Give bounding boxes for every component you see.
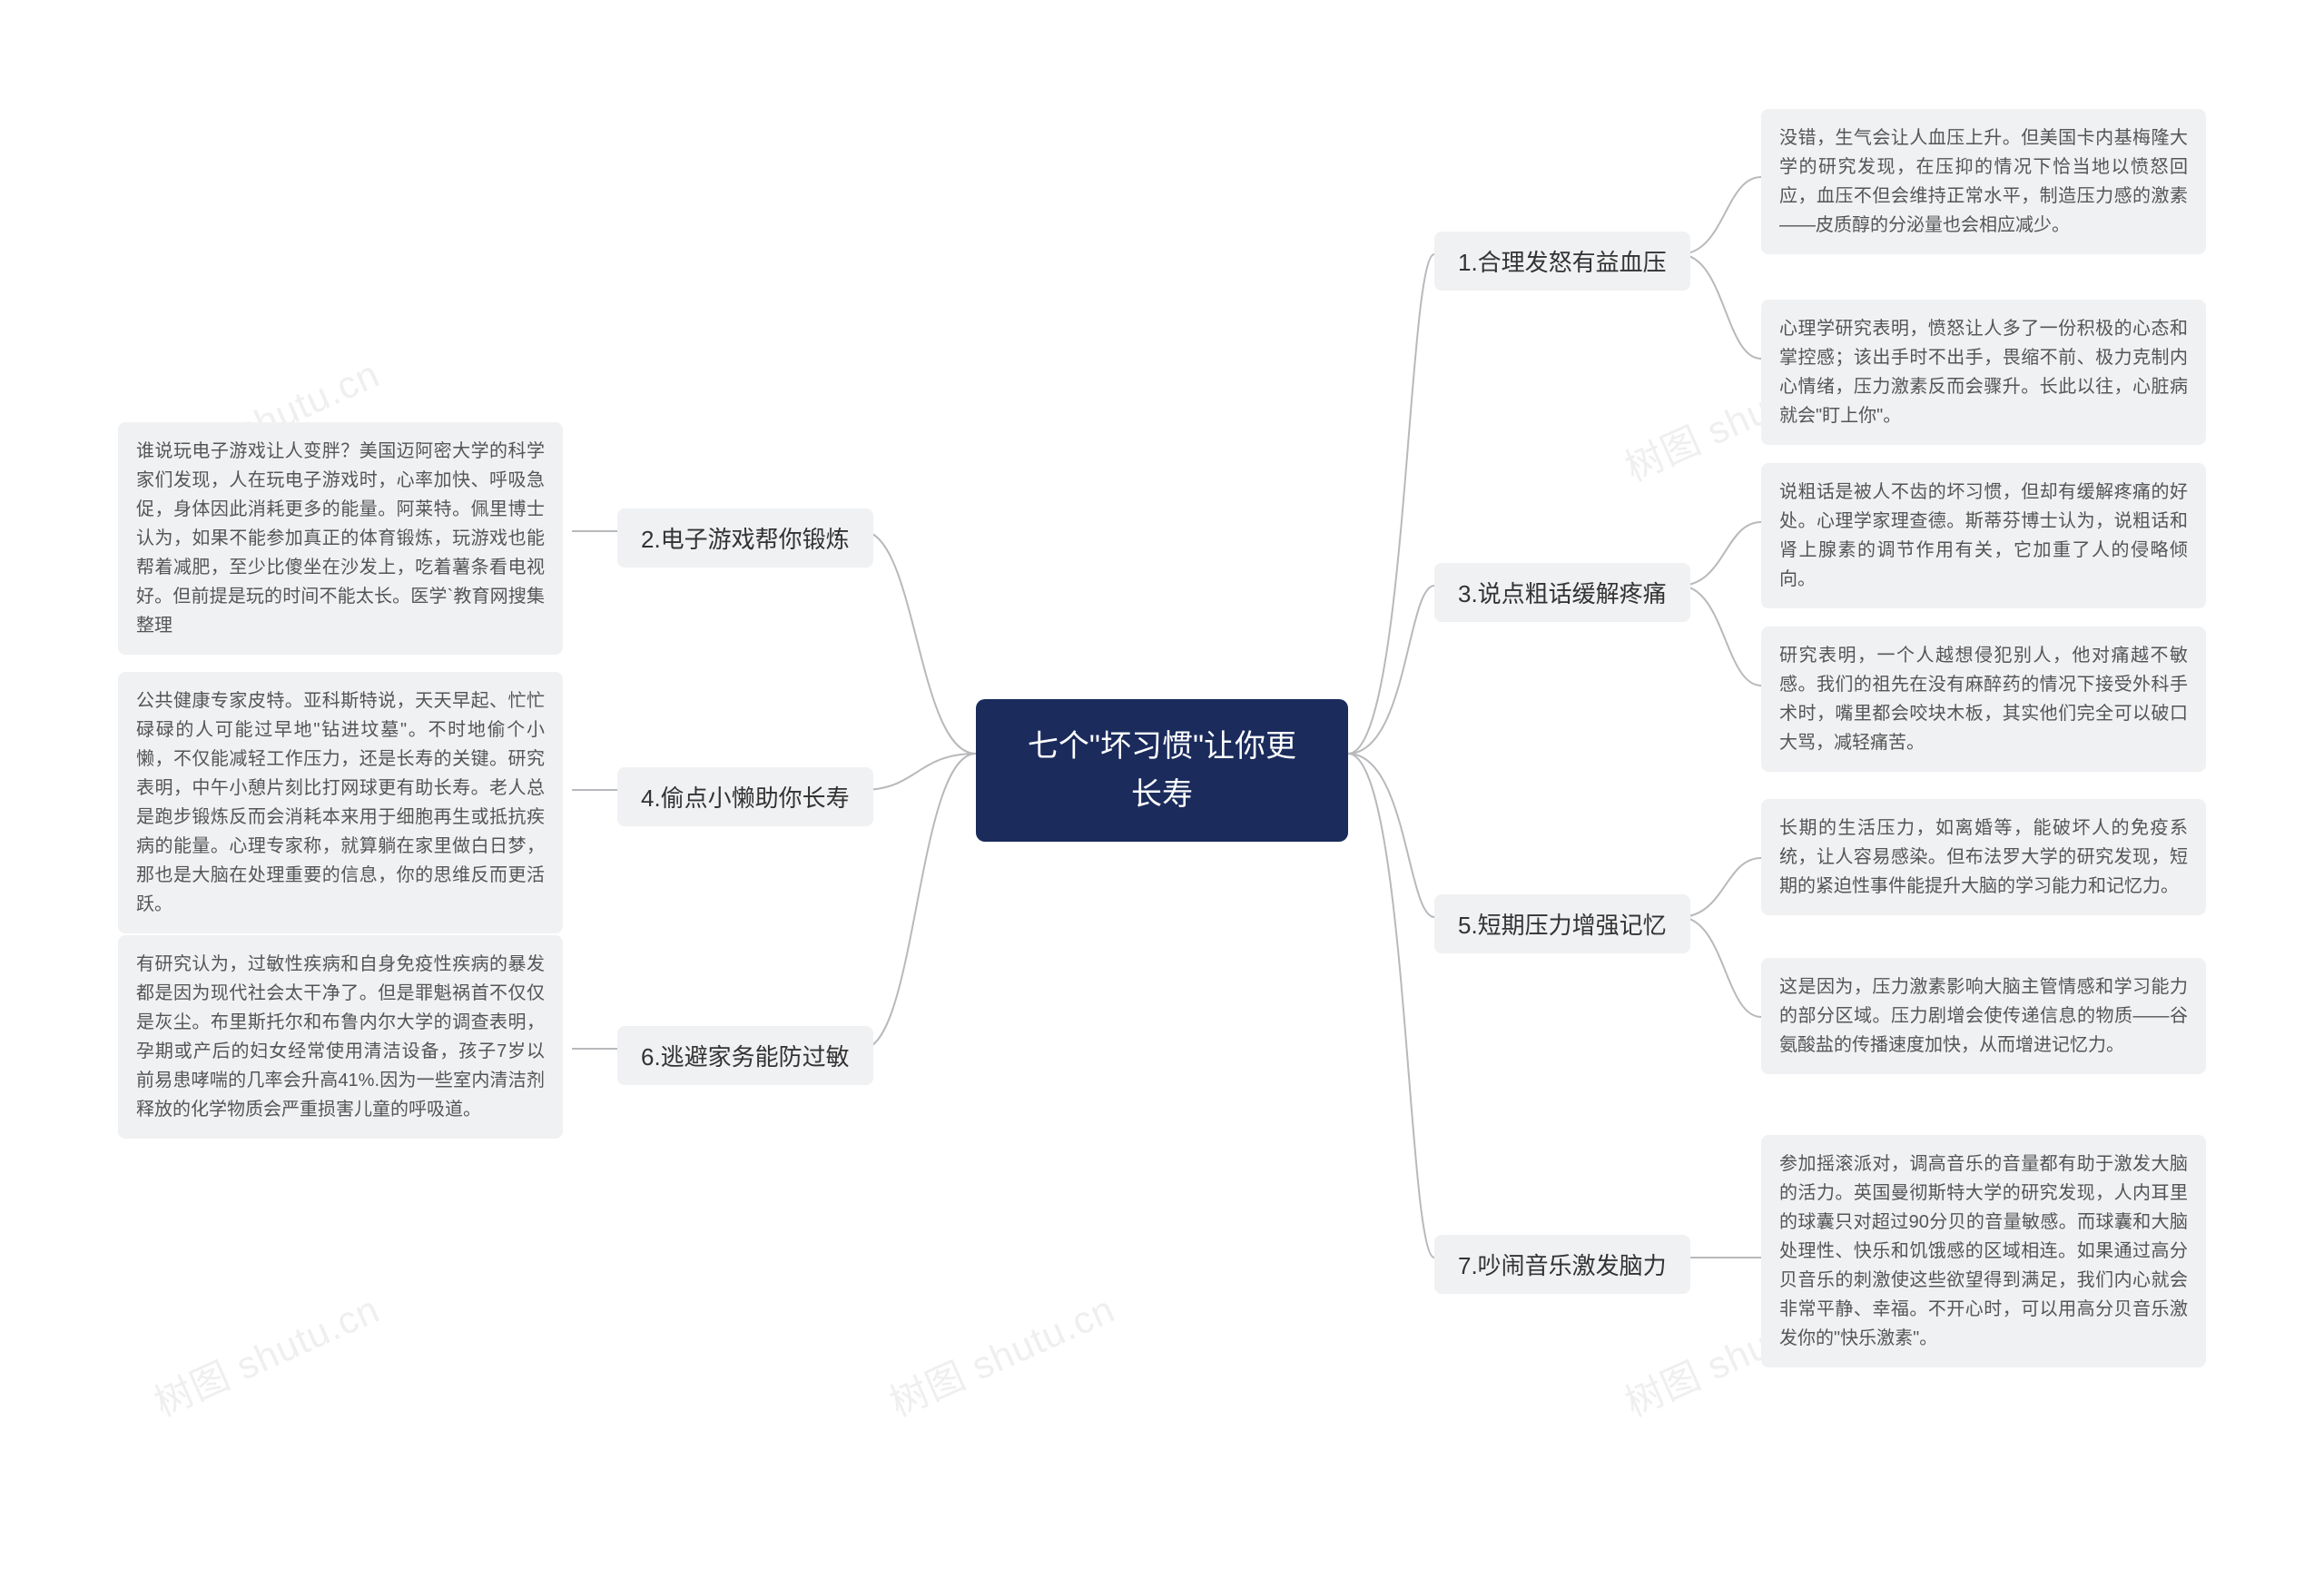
leaf-node: 心理学研究表明，愤怒让人多了一份积极的心态和掌控感；该出手时不出手，畏缩不前、极… (1761, 300, 2206, 445)
connector-path (1348, 254, 1434, 754)
branch-node: 3.说点粗话缓解疼痛 (1434, 563, 1690, 622)
connector-path (1348, 586, 1434, 754)
leaf-node: 有研究认为，过敏性疾病和自身免疫性疾病的暴发都是因为现代社会太干净了。但是罪魁祸… (118, 935, 563, 1139)
leaf-node: 谁说玩电子游戏让人变胖？美国迈阿密大学的科学家们发现，人在玩电子游戏时，心率加快… (118, 422, 563, 655)
leaf-node: 说粗话是被人不齿的坏习惯，但却有缓解疼痛的好处。心理学家理查德。斯蒂芬博士认为，… (1761, 463, 2206, 608)
connector-path (1679, 586, 1761, 686)
leaf-node: 没错，生气会让人血压上升。但美国卡内基梅隆大学的研究发现，在压抑的情况下恰当地以… (1761, 109, 2206, 254)
center-text: 七个"坏习惯"让你更长寿 (1028, 729, 1296, 812)
connector-path (1679, 858, 1761, 917)
branch-node: 1.合理发怒有益血压 (1434, 232, 1690, 291)
connector-path (1679, 522, 1761, 586)
leaf-node: 研究表明，一个人越想侵犯别人，他对痛越不敏感。我们的祖先在没有麻醉药的情况下接受… (1761, 627, 2206, 772)
connector-path (1348, 754, 1434, 1258)
branch-node: 4.偷点小懒助你长寿 (617, 767, 873, 826)
connector-path (1679, 177, 1761, 254)
watermark: 树图 shutu.cn (880, 1279, 1122, 1428)
watermark: 树图 shutu.cn (144, 1279, 387, 1428)
leaf-node: 长期的生活压力，如离婚等，能破坏人的免疫系统，让人容易感染。但布法罗大学的研究发… (1761, 799, 2206, 915)
connector-path (862, 754, 976, 790)
connector-path (1348, 754, 1434, 917)
leaf-node: 这是因为，压力激素影响大脑主管情感和学习能力的部分区域。压力剧增会使传递信息的物… (1761, 958, 2206, 1074)
leaf-node: 公共健康专家皮特。亚科斯特说，天天早起、忙忙碌碌的人可能过早地"钻进坟墓"。不时… (118, 672, 563, 933)
branch-node: 6.逃避家务能防过敏 (617, 1026, 873, 1085)
branch-node: 5.短期压力增强记忆 (1434, 894, 1690, 953)
connector-path (1679, 254, 1761, 359)
leaf-node: 参加摇滚派对，调高音乐的音量都有助于激发大脑的活力。英国曼彻斯特大学的研究发现，… (1761, 1135, 2206, 1367)
branch-node: 2.电子游戏帮你锻炼 (617, 508, 873, 567)
branch-node: 7.吵闹音乐激发脑力 (1434, 1235, 1690, 1294)
center-node: 七个"坏习惯"让你更长寿 (976, 699, 1348, 842)
connector-path (862, 531, 976, 754)
connector-path (862, 754, 976, 1049)
connector-path (1679, 917, 1761, 1017)
